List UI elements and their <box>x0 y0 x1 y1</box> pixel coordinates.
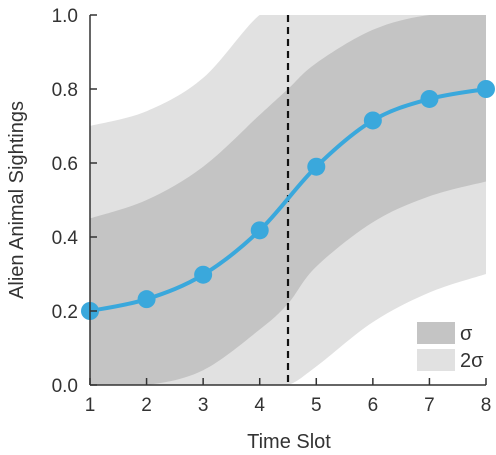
y-tick-label: 0.2 <box>52 302 78 323</box>
x-tick-label: 2 <box>141 395 152 416</box>
x-axis-title: Time Slot <box>247 431 331 453</box>
series-group <box>81 80 495 320</box>
legend-label-sigma: σ <box>460 323 473 345</box>
data-point <box>363 111 382 130</box>
data-point <box>137 290 156 309</box>
y-tick-label: 0.4 <box>52 228 79 249</box>
data-point <box>194 265 213 284</box>
x-tick-label: 4 <box>254 395 265 416</box>
y-tick-label: 0.6 <box>52 154 78 175</box>
x-tick-label: 5 <box>311 395 322 416</box>
data-point <box>420 89 439 108</box>
y-tick-label: 0.8 <box>52 80 78 101</box>
y-tick-label: 1.0 <box>52 6 78 27</box>
data-point <box>250 221 269 240</box>
x-tick-label: 1 <box>85 395 96 416</box>
legend-swatch-two-sigma <box>417 349 455 371</box>
legend: σ 2σ <box>417 322 484 372</box>
series-line <box>88 87 488 313</box>
y-axis-title: Alien Animal Sightings <box>6 101 28 299</box>
x-tick-label: 7 <box>424 395 435 416</box>
x-tick-label: 3 <box>198 395 209 416</box>
data-point <box>307 157 326 176</box>
legend-swatch-sigma <box>417 322 455 344</box>
y-tick-label: 0.0 <box>52 376 78 397</box>
data-point <box>477 80 495 98</box>
axes: 1 2 3 4 5 6 7 8 0.0 0.2 0.4 0.6 0.8 1.0 <box>52 6 492 416</box>
x-tick-label: 6 <box>368 395 379 416</box>
x-tick-label: 8 <box>481 395 492 416</box>
legend-label-two-sigma: 2σ <box>460 350 484 372</box>
